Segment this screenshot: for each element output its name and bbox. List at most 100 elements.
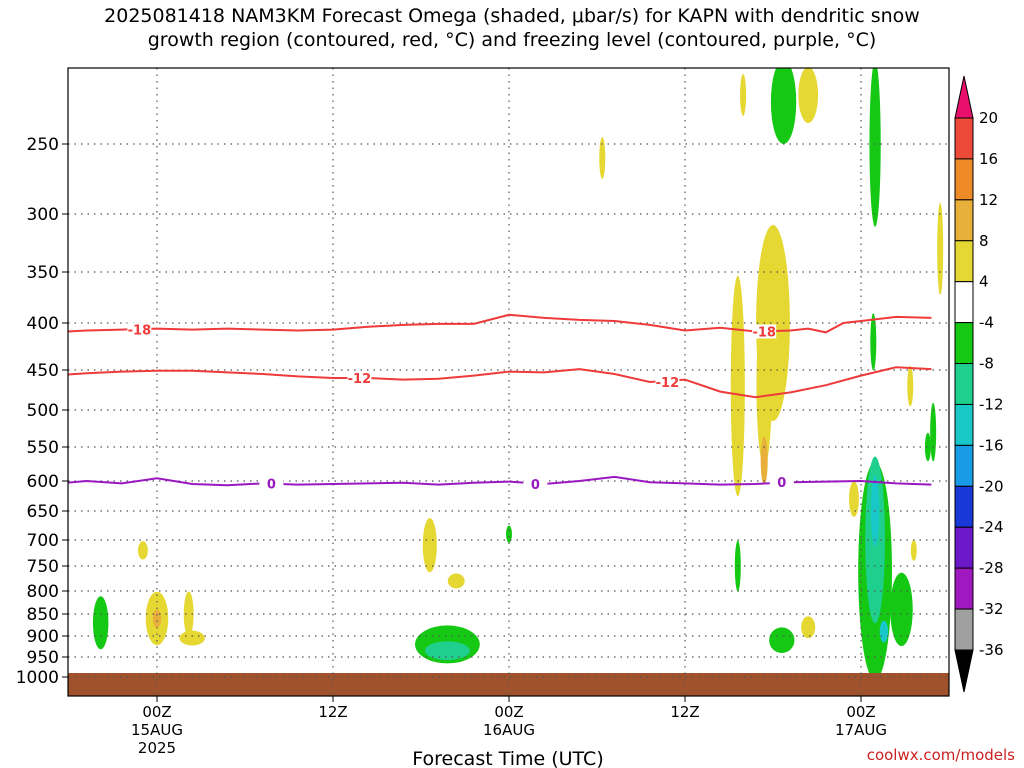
colorbar-top-arrow — [954, 75, 974, 119]
y-tick-label: 850 — [27, 605, 59, 625]
colorbar-label: 4 — [979, 273, 989, 291]
grid-lines — [68, 68, 949, 696]
colorbar-segment — [954, 240, 974, 283]
x-tick-label: 00Z — [142, 703, 171, 721]
omega-cell — [870, 313, 877, 371]
colorbar-segment — [954, 608, 974, 651]
contour-label-bg — [347, 371, 372, 385]
chart-title-line1: 2025081418 NAM3KM Forecast Omega (shaded… — [104, 5, 920, 27]
colorbar-segment — [954, 444, 974, 487]
temperature-contours: -18 -18 -12 -12 0 0 0 — [68, 313, 932, 493]
colorbar-segment — [954, 567, 974, 610]
ground-fill — [68, 673, 949, 696]
contour-label: -12 — [656, 376, 680, 391]
omega-cell — [907, 365, 914, 407]
omega-cell — [424, 641, 470, 661]
contour-label-bg — [769, 475, 794, 490]
x-tick-label: 12Z — [670, 703, 699, 721]
y-tick-label: 800 — [27, 582, 59, 602]
colorbar-label: -36 — [979, 641, 1004, 659]
omega-cell — [422, 518, 437, 573]
colorbar: 20 16 12 8 4 -4 -8 -12 -16 -20 -24 -28 -32 -36 — [954, 75, 1004, 693]
omega-cell — [910, 540, 917, 561]
colorbar-bottom-arrow — [954, 649, 974, 693]
colorbar-label: 8 — [979, 232, 989, 250]
x-tick-label: 16AUG — [483, 721, 535, 739]
x-tick-label: 15AUG — [131, 721, 183, 739]
ground-surface — [68, 673, 949, 696]
y-tick-label: 500 — [27, 401, 59, 421]
colorbar-segment — [954, 485, 974, 528]
colorbar-label: -24 — [979, 518, 1004, 536]
omega-cell — [756, 306, 772, 466]
colorbar-segment — [954, 363, 974, 405]
omega-cell — [769, 627, 795, 653]
credit-text: coolwx.com/models — [867, 746, 1015, 764]
contour-label-bg — [752, 324, 777, 339]
colorbar-segment — [954, 526, 974, 569]
colorbar-segment — [954, 117, 974, 160]
colorbar-segment — [954, 158, 974, 201]
omega-cell — [890, 572, 913, 647]
colorbar-segment — [954, 199, 974, 242]
omega-cell — [179, 630, 205, 646]
x-tick-label: 2025 — [138, 739, 176, 757]
contour-label-bg — [127, 322, 152, 337]
contour-label-bg — [523, 477, 548, 491]
colorbar-segment — [954, 403, 974, 446]
contour-label: -18 — [752, 325, 776, 340]
omega-cell — [930, 402, 937, 462]
x-axis-label: Forecast Time (UTC) — [412, 748, 603, 768]
omega-cell — [770, 68, 797, 144]
y-tick-label: 650 — [27, 502, 59, 522]
colorbar-label: -8 — [979, 355, 994, 373]
contour-label: -12 — [348, 372, 372, 387]
y-tick-label: 950 — [27, 648, 59, 668]
omega-cell — [740, 74, 747, 116]
contour-label: 0 — [267, 477, 276, 492]
omega-cell — [137, 541, 148, 560]
contour-line — [68, 366, 932, 399]
y-axis-ticks: 2503003504004505005506006507007508008509… — [16, 135, 68, 688]
omega-cell — [798, 68, 819, 123]
x-tick-label: 17AUG — [835, 721, 887, 739]
colorbar-label: 20 — [979, 109, 998, 127]
chart-title-line2: growth region (contoured, red, °C) and f… — [147, 29, 877, 51]
x-tick-label: 12Z — [318, 703, 347, 721]
y-tick-label: 900 — [27, 627, 59, 647]
y-tick-label: 300 — [27, 205, 59, 225]
y-tick-label: 600 — [27, 472, 59, 492]
colorbar-label: 16 — [979, 150, 998, 168]
y-tick-label: 400 — [27, 314, 59, 334]
contour-label: 0 — [531, 478, 540, 493]
omega-cell — [599, 137, 606, 179]
x-tick-label: 00Z — [494, 703, 523, 721]
y-tick-label: 450 — [27, 361, 59, 381]
colorbar-label: 12 — [979, 191, 998, 209]
colorbar-label: -20 — [979, 477, 1004, 495]
y-tick-label: 750 — [27, 557, 59, 577]
y-tick-label: 700 — [27, 531, 59, 551]
y-tick-label: 550 — [27, 438, 59, 458]
colorbar-label: -28 — [979, 559, 1004, 577]
omega-cell — [92, 596, 109, 650]
omega-cell — [506, 525, 512, 543]
colorbar-label: -4 — [979, 314, 994, 332]
omega-cell — [879, 620, 889, 643]
y-tick-label: 350 — [27, 263, 59, 283]
colorbar-segment — [954, 281, 974, 324]
omega-cell — [10, 614, 27, 640]
x-tick-label: 00Z — [846, 703, 875, 721]
omega-cell — [924, 432, 931, 462]
omega-cell — [801, 616, 816, 639]
y-tick-label: 1000 — [16, 668, 59, 688]
omega-cell — [152, 609, 162, 628]
omega-cell — [869, 68, 881, 227]
omega-cell — [760, 436, 768, 485]
colorbar-label: -12 — [979, 395, 1004, 413]
contour-label: 0 — [777, 476, 786, 491]
omega-cell — [183, 591, 194, 637]
colorbar-label: -32 — [979, 600, 1004, 618]
